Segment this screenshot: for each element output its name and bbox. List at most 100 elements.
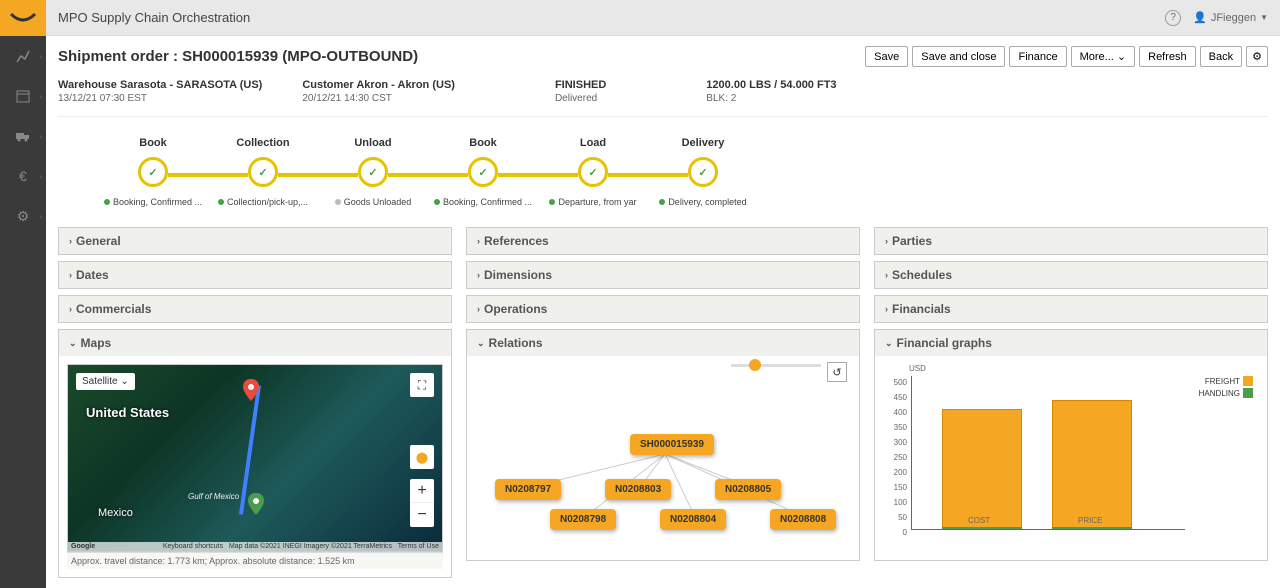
- timeline-sub: Delivery, completed: [659, 197, 746, 207]
- map-label: Gulf of Mexico: [188, 492, 239, 501]
- sidebar-truck[interactable]: ›: [0, 116, 46, 156]
- timeline-circle: ✓: [138, 157, 168, 187]
- help-icon[interactable]: ?: [1165, 10, 1181, 26]
- panel: › Operations: [466, 295, 860, 323]
- panel-header[interactable]: › Financials: [875, 296, 1267, 322]
- map-marker-origin[interactable]: [248, 493, 264, 515]
- chart-xlabel: COST: [968, 516, 990, 525]
- user-menu[interactable]: 👤JFieggen ▼: [1193, 11, 1268, 24]
- panel: › General: [58, 227, 452, 255]
- panel-header[interactable]: › Dates: [59, 262, 451, 288]
- panel: ⌄ Relations ↺ SH000015939 N0208797N02088…: [466, 329, 860, 561]
- chart-ylabel: USD: [909, 364, 926, 373]
- analytics-icon: [15, 48, 31, 64]
- relation-node[interactable]: N0208804: [660, 509, 726, 530]
- panel: › Parties: [874, 227, 1268, 255]
- map-footer: Approx. travel distance: 1.773 km; Appro…: [67, 552, 443, 569]
- save-close-button[interactable]: Save and close: [912, 46, 1005, 67]
- user-icon: 👤: [1193, 11, 1207, 24]
- chart-bar[interactable]: [1052, 527, 1132, 529]
- map-attribution: Google Keyboard shortcuts Map data ©2021…: [68, 542, 442, 551]
- relation-node[interactable]: N0208797: [495, 479, 561, 500]
- sidebar-calendar[interactable]: ›: [0, 76, 46, 116]
- back-button[interactable]: Back: [1200, 46, 1242, 67]
- more-button[interactable]: More... ⌄: [1071, 46, 1136, 67]
- map-satellite-toggle[interactable]: Satellite ⌄: [76, 373, 135, 390]
- euro-icon: €: [19, 168, 27, 184]
- finance-button[interactable]: Finance: [1009, 46, 1066, 67]
- relation-node[interactable]: N0208803: [605, 479, 671, 500]
- timeline-sub: Collection/pick-up,...: [218, 197, 308, 207]
- timeline-step[interactable]: Book ✓ Booking, Confirmed ...: [98, 137, 208, 207]
- logo[interactable]: [0, 0, 46, 36]
- timeline-step[interactable]: Collection ✓ Collection/pick-up,...: [208, 137, 318, 207]
- save-button[interactable]: Save: [865, 46, 908, 67]
- map[interactable]: United States Mexico Gulf of Mexico Sate…: [67, 364, 443, 552]
- zoom-out-button[interactable]: −: [410, 503, 434, 527]
- action-buttons: Save Save and close Finance More... ⌄ Re…: [865, 46, 1268, 67]
- timeline-label: Collection: [236, 137, 289, 149]
- panel-header[interactable]: › Dimensions: [467, 262, 859, 288]
- app-title: MPO Supply Chain Orchestration: [58, 10, 1165, 25]
- relation-node[interactable]: N0208798: [550, 509, 616, 530]
- panel-header[interactable]: › Schedules: [875, 262, 1267, 288]
- info-row: Warehouse Sarasota - SARASOTA (US) 13/12…: [58, 75, 1268, 117]
- panel-header[interactable]: › Parties: [875, 228, 1267, 254]
- legend-item: FREIGHT: [1189, 376, 1259, 386]
- sidebar-euro[interactable]: €›: [0, 156, 46, 196]
- chart-bar[interactable]: [1052, 400, 1132, 529]
- zoom-in-button[interactable]: +: [410, 479, 434, 503]
- sidebar: › › › €› ⚙›: [0, 0, 46, 588]
- chart-bar[interactable]: [942, 409, 1022, 529]
- map-fullscreen-icon[interactable]: ⛶: [410, 373, 434, 397]
- map-pegman-icon[interactable]: ⬤: [410, 445, 434, 469]
- dest-block: Customer Akron - Akron (US) 20/12/21 14:…: [302, 79, 455, 104]
- timeline-step[interactable]: Unload ✓ Goods Unloaded: [318, 137, 428, 207]
- financial-chart: USD 050100150200250300350400450500 COSTP…: [883, 364, 1259, 552]
- timeline-step[interactable]: Book ✓ Booking, Confirmed ...: [428, 137, 538, 207]
- timeline-label: Unload: [354, 137, 391, 149]
- map-marker-dest[interactable]: [243, 379, 259, 401]
- relations-graph: ↺ SH000015939 N0208797N0208803N0208805N0…: [475, 364, 851, 552]
- timeline-circle: ✓: [248, 157, 278, 187]
- sidebar-analytics[interactable]: ›: [0, 36, 46, 76]
- relation-root-node[interactable]: SH000015939: [630, 434, 714, 455]
- page-title: Shipment order : SH000015939 (MPO-OUTBOU…: [58, 48, 865, 65]
- timeline-label: Book: [139, 137, 167, 149]
- panel: › Dates: [58, 261, 452, 289]
- map-label: United States: [86, 405, 169, 420]
- chart-legend: FREIGHTHANDLING: [1189, 364, 1259, 552]
- timeline-step[interactable]: Load ✓ Departure, from yar: [538, 137, 648, 207]
- chart-bar[interactable]: [942, 527, 1022, 529]
- truck-icon: [15, 128, 31, 144]
- timeline-step[interactable]: Delivery ✓ Delivery, completed: [648, 137, 758, 207]
- timeline-sub: Departure, from yar: [549, 197, 636, 207]
- panel: ⌄ Maps United States Mexico Gulf of Mexi…: [58, 329, 452, 578]
- topbar: MPO Supply Chain Orchestration ? 👤JFiegg…: [46, 0, 1280, 36]
- panel-header[interactable]: ⌄ Maps: [59, 330, 451, 356]
- timeline-sub: Booking, Confirmed ...: [104, 197, 202, 207]
- panel-header[interactable]: › General: [59, 228, 451, 254]
- relation-node[interactable]: N0208808: [770, 509, 836, 530]
- panel: ⌄ Financial graphs USD 05010015020025030…: [874, 329, 1268, 561]
- timeline-circle: ✓: [688, 157, 718, 187]
- panel-header[interactable]: ⌄ Relations: [467, 330, 859, 356]
- panel-header[interactable]: ⌄ Financial graphs: [875, 330, 1267, 356]
- sidebar-settings[interactable]: ⚙›: [0, 196, 46, 236]
- panel: › Dimensions: [466, 261, 860, 289]
- origin-block: Warehouse Sarasota - SARASOTA (US) 13/12…: [58, 79, 262, 104]
- panel-header[interactable]: › Operations: [467, 296, 859, 322]
- timeline-circle: ✓: [358, 157, 388, 187]
- timeline-circle: ✓: [578, 157, 608, 187]
- settings-button[interactable]: ⚙: [1246, 46, 1268, 67]
- timeline-circle: ✓: [468, 157, 498, 187]
- panel-header[interactable]: › References: [467, 228, 859, 254]
- refresh-button[interactable]: Refresh: [1139, 46, 1196, 67]
- panel-header[interactable]: › Commercials: [59, 296, 451, 322]
- timeline: Book ✓ Booking, Confirmed ... Collection…: [58, 127, 1268, 227]
- relation-node[interactable]: N0208805: [715, 479, 781, 500]
- timeline-sub: Goods Unloaded: [335, 197, 412, 207]
- chart-xlabel: PRICE: [1078, 516, 1102, 525]
- map-label: Mexico: [98, 507, 133, 519]
- weight-block: 1200.00 LBS / 54.000 FT3 BLK: 2: [706, 79, 836, 104]
